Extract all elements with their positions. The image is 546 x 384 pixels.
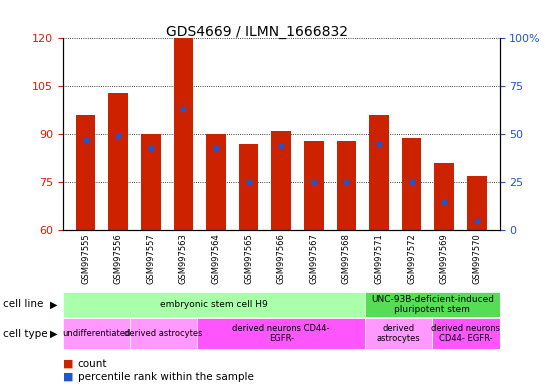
Text: GDS4669 / ILMN_1666832: GDS4669 / ILMN_1666832	[165, 25, 348, 39]
Bar	[304, 141, 324, 230]
Text: derived neurons
CD44- EGFR-: derived neurons CD44- EGFR-	[431, 324, 501, 343]
Text: percentile rank within the sample: percentile rank within the sample	[78, 372, 253, 382]
Bar	[206, 134, 226, 230]
Text: ▶: ▶	[50, 299, 57, 310]
Bar	[63, 318, 130, 349]
Text: GSM997567: GSM997567	[309, 233, 318, 284]
Bar	[174, 38, 193, 230]
Bar	[467, 176, 486, 230]
Bar	[369, 115, 389, 230]
Bar	[271, 131, 291, 230]
Text: GSM997569: GSM997569	[440, 233, 449, 284]
Bar	[336, 141, 356, 230]
Text: GSM997556: GSM997556	[114, 233, 123, 284]
Bar	[365, 318, 432, 349]
Text: GSM997555: GSM997555	[81, 233, 90, 284]
Text: GSM997572: GSM997572	[407, 233, 416, 284]
Bar	[365, 292, 500, 317]
Bar	[141, 134, 161, 230]
Bar	[76, 115, 96, 230]
Bar	[432, 318, 500, 349]
Bar	[197, 318, 365, 349]
Bar	[402, 137, 422, 230]
Text: count: count	[78, 359, 107, 369]
Text: ■: ■	[63, 359, 73, 369]
Text: GSM997565: GSM997565	[244, 233, 253, 284]
Text: UNC-93B-deficient-induced
pluripotent stem: UNC-93B-deficient-induced pluripotent st…	[371, 295, 494, 314]
Text: GSM997571: GSM997571	[375, 233, 383, 284]
Bar	[239, 144, 258, 230]
Text: GSM997570: GSM997570	[472, 233, 481, 284]
Text: derived
astrocytes: derived astrocytes	[377, 324, 420, 343]
Text: cell type: cell type	[3, 329, 48, 339]
Text: ▶: ▶	[50, 329, 57, 339]
Bar	[63, 292, 365, 317]
Text: ■: ■	[63, 372, 73, 382]
Text: derived neurons CD44-
EGFR-: derived neurons CD44- EGFR-	[233, 324, 330, 343]
Text: cell line: cell line	[3, 299, 43, 310]
Text: GSM997566: GSM997566	[277, 233, 286, 284]
Bar	[109, 93, 128, 230]
Text: GSM997568: GSM997568	[342, 233, 351, 284]
Text: GSM997563: GSM997563	[179, 233, 188, 284]
Bar	[130, 318, 197, 349]
Text: GSM997557: GSM997557	[146, 233, 155, 284]
Bar	[435, 163, 454, 230]
Text: derived astrocytes: derived astrocytes	[124, 329, 203, 338]
Text: GSM997564: GSM997564	[211, 233, 221, 284]
Text: embryonic stem cell H9: embryonic stem cell H9	[160, 300, 268, 309]
Text: undifferentiated: undifferentiated	[62, 329, 130, 338]
